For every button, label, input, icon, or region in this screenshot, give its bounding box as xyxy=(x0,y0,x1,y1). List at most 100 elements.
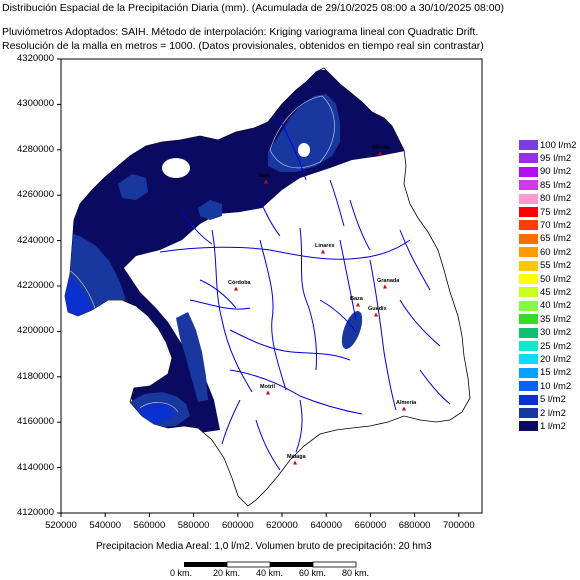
legend-swatch xyxy=(519,153,538,164)
river-network xyxy=(159,119,451,471)
y-tick-label: 4320000 xyxy=(17,53,54,64)
legend-swatch xyxy=(519,367,538,378)
precip-zone-2mm xyxy=(268,94,340,172)
legend-label: 5 l/m2 xyxy=(540,394,566,406)
legend-swatch xyxy=(519,394,538,405)
legend-swatch xyxy=(519,314,538,325)
legend-label: 85 l/m2 xyxy=(540,179,572,191)
y-tick-label: 4300000 xyxy=(17,98,54,110)
town-label: Jaén xyxy=(258,173,271,179)
legend-label: 55 l/m2 xyxy=(540,260,572,272)
y-tick-label: 4220000 xyxy=(17,280,54,291)
legend-label: 1 l/m2 xyxy=(540,420,566,432)
legend-label: 50 l/m2 xyxy=(540,273,572,285)
legend-entry: 5 l/m2 xyxy=(519,394,566,406)
map-title: Distribución Espacial de la Precipitació… xyxy=(2,2,504,14)
legend-label: 40 l/m2 xyxy=(540,300,572,312)
x-tick-label: 600000 xyxy=(221,520,254,531)
legend-label: 10 l/m2 xyxy=(540,380,572,392)
precip-cell-east xyxy=(341,311,363,349)
x-tick-label: 520000 xyxy=(45,520,77,531)
precip-zone-2mm-cell-b xyxy=(198,200,222,220)
legend-entry: 25 l/m2 xyxy=(519,340,572,352)
x-tick-label: 700000 xyxy=(442,520,475,531)
y-tick-label: 4280000 xyxy=(17,143,54,155)
x-tick-label: 540000 xyxy=(89,520,122,531)
legend-label: 60 l/m2 xyxy=(540,246,572,258)
legend-entry: 70 l/m2 xyxy=(519,219,572,231)
legend-entry: 2 l/m2 xyxy=(519,407,566,419)
legend-entry: 100 l/m2 xyxy=(519,139,577,151)
y-tick-label: 4200000 xyxy=(17,325,54,337)
town-marker xyxy=(234,286,238,291)
town-label: Baza xyxy=(350,296,363,302)
y-tick-label: 4160000 xyxy=(17,416,54,428)
legend-label: 30 l/m2 xyxy=(540,327,572,339)
town-marker xyxy=(378,151,382,156)
legend-entry: 50 l/m2 xyxy=(519,273,572,285)
legend-swatch xyxy=(519,166,538,177)
x-tick-label: 560000 xyxy=(133,520,166,531)
scale-bar-label: 80 km. xyxy=(342,568,370,578)
town-marker xyxy=(402,406,406,411)
precip-zone-2mm-cell xyxy=(118,174,148,200)
dry-area-small xyxy=(298,143,310,157)
legend-label: 100 l/m2 xyxy=(540,139,577,151)
legend-entry: 20 l/m2 xyxy=(519,353,572,365)
legend-label: 20 l/m2 xyxy=(540,353,572,365)
town-marker xyxy=(266,390,270,395)
legend-swatch xyxy=(519,140,538,150)
legend-entry: 55 l/m2 xyxy=(519,260,572,272)
legend-entry: 35 l/m2 xyxy=(519,313,572,325)
town-marker xyxy=(293,460,297,465)
legend-swatch xyxy=(519,274,538,284)
legend-label: 80 l/m2 xyxy=(540,193,572,205)
scale-bar-label: 0 km. xyxy=(170,568,193,578)
legend-entry: 10 l/m2 xyxy=(519,380,572,392)
legend-entry: 80 l/m2 xyxy=(519,193,572,205)
legend-label: 70 l/m2 xyxy=(540,219,572,231)
scale-bar-label: 60 km. xyxy=(299,568,327,578)
legend-entry: 85 l/m2 xyxy=(519,179,572,191)
legend-swatch xyxy=(519,327,538,338)
legend-entry: 60 l/m2 xyxy=(519,246,572,258)
legend-swatch xyxy=(519,233,538,244)
town-markers xyxy=(234,151,406,465)
legend-entry: 75 l/m2 xyxy=(519,206,572,218)
town-marker xyxy=(321,249,325,254)
town-marker xyxy=(264,179,268,184)
legend-entry: 45 l/m2 xyxy=(519,286,572,298)
legend-swatch xyxy=(519,354,538,365)
areal-precipitation-footer: Precipitacion Media Areal: 1,0 l/m2. Vol… xyxy=(96,541,432,552)
town-label: Málaga xyxy=(287,454,306,460)
resolution-subtitle: Resolución de la malla en metros = 1000.… xyxy=(2,40,484,52)
town-label: Linares xyxy=(315,243,335,249)
legend-swatch xyxy=(519,300,538,311)
x-tick-label: 680000 xyxy=(398,520,431,531)
legend-label: 75 l/m2 xyxy=(540,206,572,218)
x-tick-label: 620000 xyxy=(266,520,298,531)
legend-label: 2 l/m2 xyxy=(540,407,566,419)
town-label: Almería xyxy=(396,400,417,406)
town-label: Úbeda xyxy=(372,145,389,151)
y-tick-label: 4180000 xyxy=(17,370,54,382)
legend-label: 35 l/m2 xyxy=(540,313,572,325)
x-tick-label: 660000 xyxy=(354,520,387,531)
town-marker xyxy=(356,302,360,307)
legend-entry: 15 l/m2 xyxy=(519,367,571,378)
town-label: Granada xyxy=(377,278,400,284)
x-tick-label: 580000 xyxy=(177,520,210,531)
y-tick-label: 4260000 xyxy=(17,189,54,201)
scale-bar-label: 20 km. xyxy=(213,568,241,578)
legend-label: 45 l/m2 xyxy=(540,286,572,298)
y-tick-label: 4120000 xyxy=(17,507,54,518)
legend-label: 25 l/m2 xyxy=(540,340,572,352)
scale-bar-label: 40 km. xyxy=(256,568,284,578)
legend-swatch xyxy=(519,421,538,432)
y-tick-label: 4140000 xyxy=(17,461,54,473)
legend-swatch xyxy=(519,408,538,418)
legend-label: 90 l/m2 xyxy=(540,166,572,178)
legend-entry: 95 l/m2 xyxy=(519,153,571,164)
precip-zone-2mm-strip xyxy=(176,312,208,402)
legend-entry: 90 l/m2 xyxy=(519,166,572,178)
